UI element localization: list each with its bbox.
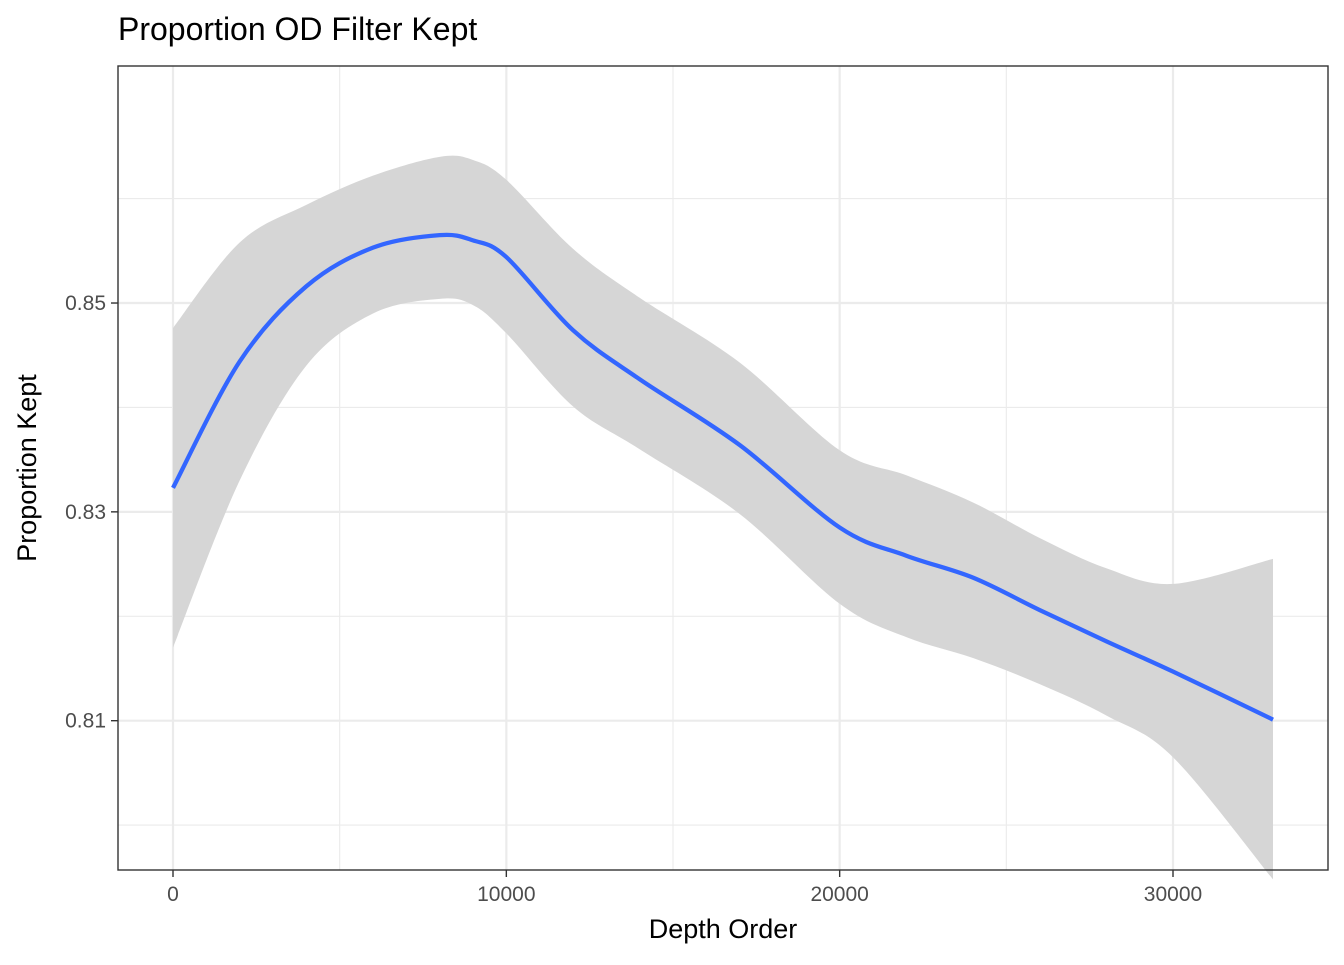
- x-tick-label: 20000: [810, 883, 868, 906]
- panel-border: [117, 65, 1329, 871]
- smooth-line-layer: [171, 232, 1274, 722]
- y-axis-title: Proportion Kept: [12, 374, 42, 562]
- y-tick-label: 0.81: [65, 710, 106, 733]
- x-tick-label: 0: [167, 883, 179, 906]
- confidence-ribbon-layer: [173, 155, 1273, 880]
- y-axis-ticks: 0.81 0.83 0.85: [65, 292, 118, 733]
- confidence-ribbon: [173, 155, 1273, 880]
- smooth-line: [171, 232, 1274, 722]
- x-tick-label: 10000: [477, 883, 535, 906]
- x-tick-label: 30000: [1144, 883, 1202, 906]
- x-axis-title: Depth Order: [649, 914, 798, 944]
- x-axis-ticks: 0 10000 20000 30000: [167, 870, 1202, 906]
- y-tick-label: 0.85: [65, 292, 106, 315]
- chart-title: Proportion OD Filter Kept: [118, 11, 477, 47]
- y-tick-label: 0.83: [65, 501, 106, 524]
